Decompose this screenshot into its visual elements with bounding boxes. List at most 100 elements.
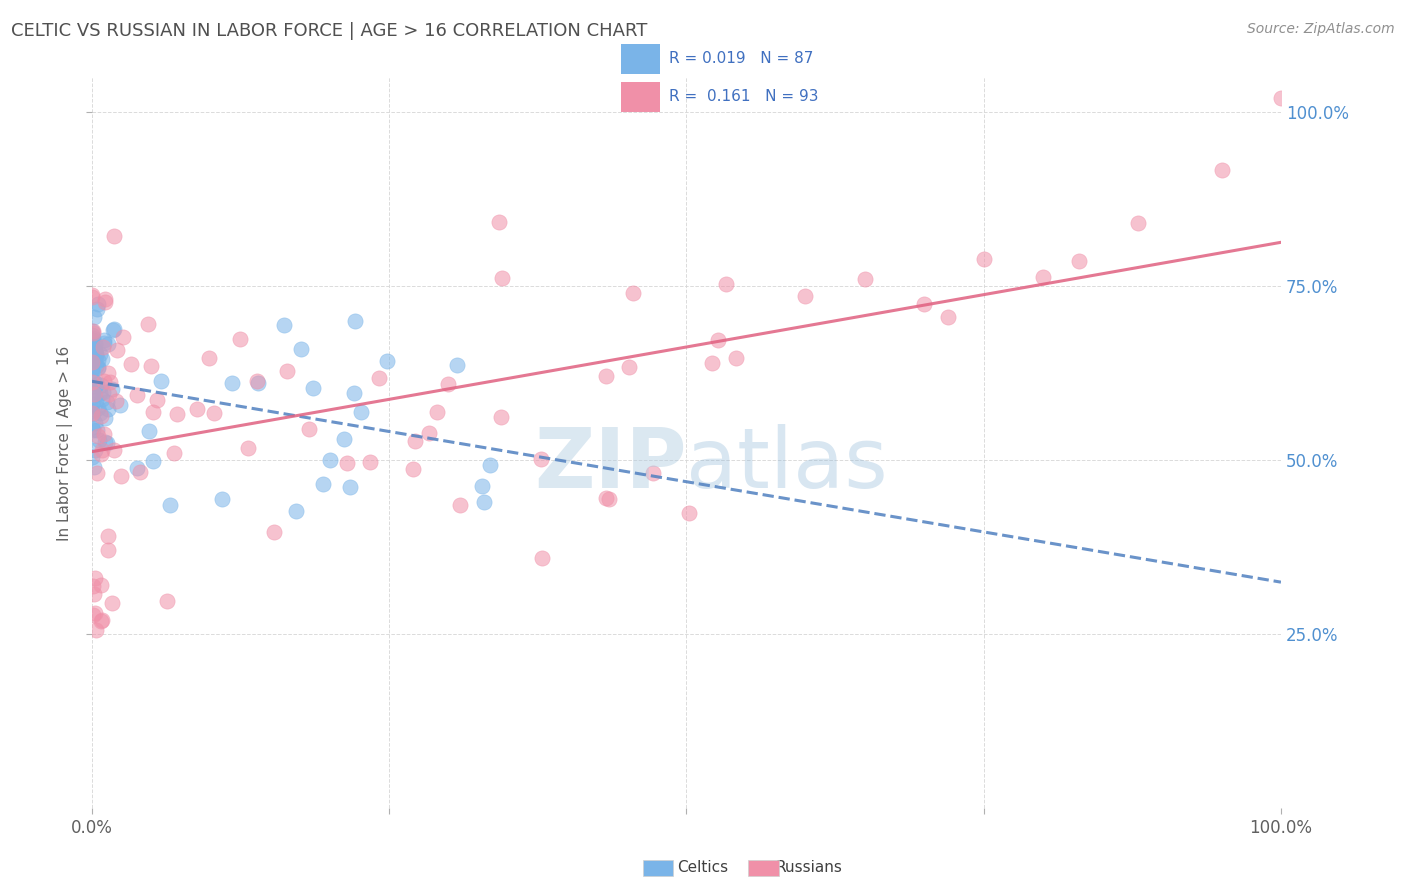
Point — [80, 364, 103, 378]
Point — [1270, 91, 1292, 105]
Text: Russians: Russians — [775, 860, 842, 874]
Text: R = 0.019   N = 87: R = 0.019 N = 87 — [669, 51, 814, 66]
Point — [82, 406, 104, 420]
Point — [80, 391, 103, 405]
Point — [90, 614, 112, 628]
Point — [84, 344, 107, 359]
Point — [91, 340, 114, 354]
Point — [93, 427, 115, 442]
Point — [530, 451, 553, 466]
Point — [149, 374, 172, 388]
Point — [86, 302, 108, 317]
Point — [103, 442, 125, 457]
Point — [91, 392, 114, 406]
Point — [238, 442, 260, 456]
Point — [84, 379, 107, 393]
Point — [138, 317, 160, 331]
Point — [97, 337, 120, 351]
Point — [82, 579, 104, 593]
Point — [211, 491, 233, 506]
Point — [90, 577, 112, 591]
Point — [87, 429, 110, 443]
Point — [86, 359, 108, 373]
Point — [1067, 254, 1090, 268]
Point — [333, 432, 356, 446]
Point — [156, 594, 179, 608]
Point — [138, 424, 160, 438]
Point — [112, 329, 135, 343]
Point — [100, 596, 122, 610]
Point — [82, 345, 104, 359]
Point — [531, 550, 554, 565]
Y-axis label: In Labor Force | Age > 16: In Labor Force | Age > 16 — [58, 345, 73, 541]
Point — [82, 339, 104, 353]
Point — [89, 433, 111, 447]
Point — [643, 466, 665, 480]
Bar — [620, 44, 659, 74]
Point — [418, 425, 440, 440]
Point — [86, 376, 108, 391]
Point — [84, 416, 107, 430]
Point — [94, 292, 117, 306]
Point — [83, 587, 105, 601]
Point — [276, 363, 298, 377]
Text: ZIP: ZIP — [534, 425, 686, 506]
Point — [488, 214, 510, 228]
Point — [204, 406, 226, 420]
Point — [103, 228, 125, 243]
Point — [93, 333, 115, 347]
Point — [198, 351, 221, 365]
Text: R =  0.161   N = 93: R = 0.161 N = 93 — [669, 89, 818, 104]
Point — [80, 324, 103, 338]
Point — [90, 447, 112, 461]
Point — [678, 506, 700, 520]
Point — [90, 377, 112, 392]
Point — [402, 462, 425, 476]
Point — [80, 288, 103, 302]
Point — [595, 368, 617, 383]
Point — [80, 360, 103, 375]
Point — [82, 607, 104, 622]
Point — [86, 424, 108, 438]
Point — [426, 405, 449, 419]
Point — [93, 374, 115, 388]
Point — [80, 290, 103, 304]
Point — [89, 385, 111, 400]
Text: Source: ZipAtlas.com: Source: ZipAtlas.com — [1247, 22, 1395, 37]
Point — [98, 387, 121, 401]
Point — [375, 354, 398, 368]
Point — [82, 344, 104, 359]
Point — [87, 361, 110, 376]
Point — [80, 334, 103, 348]
Point — [973, 252, 995, 267]
Point — [221, 376, 243, 390]
Point — [446, 358, 468, 372]
Point — [706, 333, 728, 347]
Point — [344, 314, 367, 328]
Point — [595, 491, 617, 506]
Point — [478, 458, 501, 472]
Point — [619, 359, 641, 374]
Point — [263, 525, 285, 540]
Point — [367, 371, 389, 385]
Point — [246, 376, 269, 390]
Point — [702, 356, 724, 370]
Point — [101, 382, 124, 396]
Point — [87, 359, 110, 374]
Bar — [620, 82, 659, 112]
Text: atlas: atlas — [686, 425, 889, 506]
Point — [97, 402, 120, 417]
Point — [93, 335, 115, 350]
Point — [82, 327, 104, 342]
Point — [936, 310, 959, 324]
Point — [83, 375, 105, 389]
Text: CELTIC VS RUSSIAN IN LABOR FORCE | AGE > 16 CORRELATION CHART: CELTIC VS RUSSIAN IN LABOR FORCE | AGE >… — [11, 22, 648, 40]
Point — [105, 343, 128, 357]
Point — [82, 334, 104, 348]
Point — [80, 404, 103, 418]
Point — [146, 393, 169, 408]
Point — [80, 450, 103, 464]
Point — [98, 375, 121, 389]
Point — [491, 270, 513, 285]
Point — [82, 423, 104, 437]
